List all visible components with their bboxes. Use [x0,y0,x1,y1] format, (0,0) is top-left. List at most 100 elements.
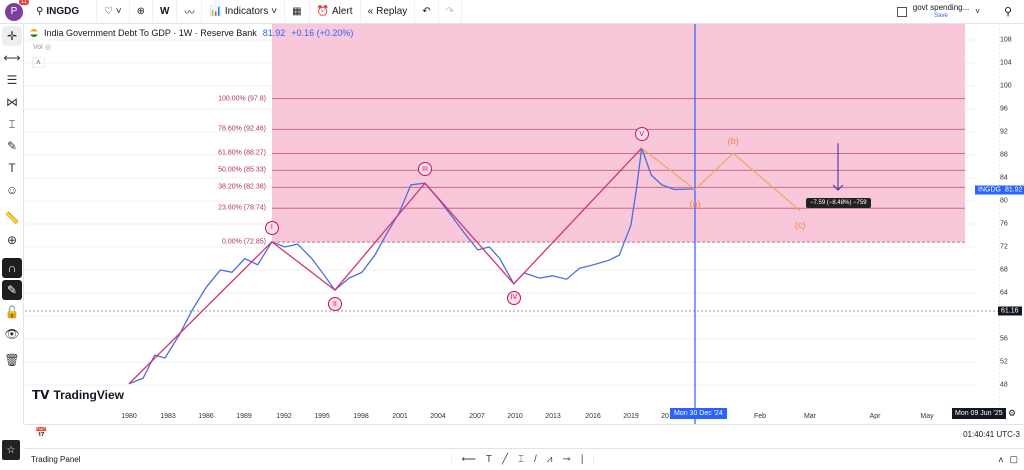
layout-name-button[interactable]: govt spending... Save [913,3,969,20]
add-symbol-button[interactable]: ⊕ [130,0,153,24]
price-tick: 64 [1000,289,1008,297]
trend-line-icon[interactable]: ╱ [501,454,508,465]
avatar-letter: P [10,6,18,17]
fib-tool[interactable]: ☰ [6,73,18,87]
hide-drawings-tool[interactable]: 👁 [4,327,20,341]
date-range-icon[interactable]: ⌶ [518,454,524,465]
trend-line-tool[interactable]: ⟷ [3,51,21,65]
symbol-search[interactable]: ⚲ INGDG [29,0,97,24]
wave-label-III[interactable]: III [418,162,432,177]
indicators-label: Indicators [224,6,269,17]
fib-level-label: 78.60% (92.46) [218,125,266,133]
time-tick: 1986 [198,413,214,420]
wave-label-II[interactable]: II [327,297,342,312]
go-to-date-icon[interactable]: 📅 [35,428,48,439]
horizontal-line-icon[interactable]: ⊸ [562,454,571,465]
clock-label[interactable]: 01:40:41 UTC-3 [963,430,1020,439]
favorites-button[interactable]: ☆ [2,440,20,460]
chevron-down-icon: ˅ [271,6,278,17]
trading-panel-bar: Trading Panel ⟵ T ╱ ⌶ / ⩘ ⊸ | ˄ ▢ [25,448,1024,470]
replay-icon: « [367,6,374,17]
layouts-button[interactable]: ▦ [285,0,310,24]
brush-tool[interactable]: ✎ [6,139,18,153]
price-tick: 92 [1000,128,1008,136]
replay-button[interactable]: «Replay [361,0,416,24]
ray-icon[interactable]: ⟵ [461,454,476,465]
price-tick: 108 [1000,36,1012,44]
time-tick: 1998 [353,413,369,420]
notification-badge: 11 [18,0,29,5]
line-icon[interactable]: / [534,454,537,465]
text-tool[interactable]: T [8,161,16,175]
correction-label[interactable]: (b) [727,136,739,147]
trading-panel-tab[interactable]: Trading Panel [31,455,81,464]
wave-label-V[interactable]: V [634,127,649,142]
drawing-toolbar: ✛ ⟷ ☰ ⋈ ⌶ ✎ T ☺ 📏 ⊕ ∩ ✎ 🔓 👁 🗑 [0,24,24,424]
interval-button[interactable]: W [153,0,178,24]
indicators-icon: 📊 [209,6,222,17]
axis-settings-icon[interactable]: ⚙ [1008,408,1017,418]
legend-price: 81.92 [262,28,286,38]
time-tick: 1980 [121,413,137,420]
collapse-panel-icon[interactable]: ˄ [998,454,1004,465]
chevron-down-icon[interactable]: ˅ [975,7,980,16]
crosshair-date-tag: Mon 30 Dec '24 [670,408,727,419]
ruler-tool[interactable]: 📏 [4,211,20,225]
indicators-button[interactable]: 📊 Indicators ˅ [202,0,286,24]
top-toolbar: P 11 ⚲ INGDG ♡ ˅ ⊕ W 〰 📊 Indicators ˅ ▦ ⏰ Ale… [0,0,1024,24]
time-tick: 1989 [236,413,252,420]
undo-icon: ↶ [422,6,431,17]
price-tick: 80 [1000,197,1008,205]
correction-label[interactable]: (a) [689,198,701,209]
crosshair-price: 61.16 [1001,307,1019,315]
projection-tool[interactable]: ⌶ [8,116,16,131]
legend-title[interactable]: India Government Debt To GDP · 1W · Rese… [44,28,257,38]
chart-type-button[interactable]: 〰 [177,0,203,24]
price-tick: 52 [1000,358,1008,366]
price-series-line [128,147,695,385]
price-tick: 68 [1000,266,1008,274]
symbol-label: INGDG [46,6,80,17]
grid-icon: ▦ [292,6,302,17]
elliott-wave-icon[interactable]: ⩘ [546,454,553,465]
compare-button[interactable]: ♡ ˅ [97,0,130,24]
time-tick: Apr [869,413,881,420]
fib-level-label: 23.60% (78.74) [218,204,266,212]
collapse-legend-button[interactable]: ˄ [32,57,45,68]
undo-button[interactable]: ↶ [415,0,439,24]
vertical-line-icon[interactable]: | [580,454,584,465]
alert-button[interactable]: ⏰ Alert [310,0,361,24]
time-tick: 2019 [623,413,639,420]
wave-label-IV[interactable]: IV [506,290,521,305]
price-chart[interactable] [25,24,1000,424]
text-tool-icon[interactable]: T [485,454,492,465]
emoji-tool[interactable]: ☺ [5,183,19,197]
quick-search-icon[interactable]: ⚲ [1003,6,1012,18]
crosshair-price-tag: 61.16 [998,306,1022,316]
maximize-panel-icon[interactable]: ▢ [1009,454,1018,464]
fib-level-label: 61.80% (88.27) [218,149,266,157]
search-icon: ⚲ [36,6,44,17]
time-tick: 2004 [430,413,446,420]
price-tick: 104 [1000,59,1012,67]
tradingview-logo-icon: 𝗧𝗩 [32,388,50,402]
wave-label-I[interactable]: I [264,220,279,235]
time-tick: 1983 [160,413,176,420]
chart-legend: India Government Debt To GDP · 1W · Rese… [30,28,353,38]
lock-tool[interactable]: 🔓 [4,305,20,319]
stay-in-drawing-mode-tool[interactable]: ✎ [2,280,22,300]
magnet-tool[interactable]: ∩ [2,258,22,278]
alert-label: Alert [332,6,353,17]
favorite-drawings-toolbar: ⟵ T ╱ ⌶ / ⩘ ⊸ | [450,454,595,465]
fib-zone [272,24,965,243]
correction-label[interactable]: (c) [794,219,806,230]
trash-tool[interactable]: 🗑 [4,353,20,367]
avatar[interactable]: P 11 [5,0,29,21]
elliott-correction-wave [641,147,801,212]
zoom-in-tool[interactable]: ⊕ [6,233,18,247]
redo-button[interactable]: ↷ [439,0,463,24]
pattern-tool[interactable]: ⋈ [6,95,18,109]
volume-legend[interactable]: Vol ◎ [33,43,51,51]
checkbox-icon[interactable] [896,6,907,17]
crosshair-tool[interactable]: ✛ [2,26,22,46]
